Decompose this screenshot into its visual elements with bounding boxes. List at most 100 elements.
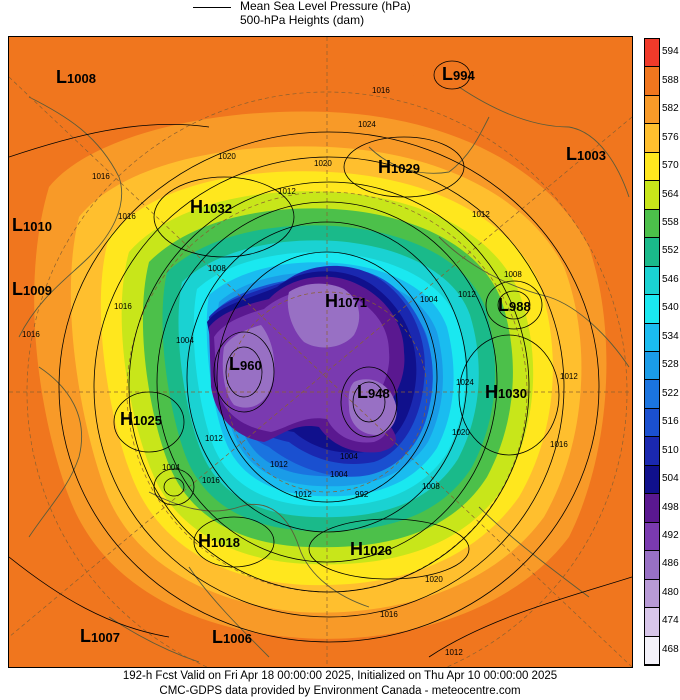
colorbar-level-label: 522 [662, 387, 679, 399]
colorbar-level-label: 594 [662, 46, 679, 58]
pressure-line-swatch [193, 7, 231, 8]
colorbar-level-label: 492 [662, 529, 679, 541]
high-center-label: H1030 [485, 382, 527, 402]
high-center-label: H1032 [190, 197, 232, 217]
isobar-label: 1012 [458, 290, 476, 299]
low-center-label: L988 [498, 295, 531, 315]
colorbar-swatch [645, 295, 659, 324]
colorbar-level-label: 552 [662, 245, 679, 257]
colorbar-level-label: 546 [662, 273, 679, 285]
colorbar-level-label: 474 [662, 615, 679, 627]
colorbar-swatch [645, 209, 659, 239]
colorbar-level-label: 564 [662, 188, 679, 200]
colorbar-level-label: 486 [662, 558, 679, 570]
isobars [9, 60, 632, 658]
low-center-label: L1006 [212, 627, 252, 647]
isobar-label: 1012 [270, 460, 288, 469]
high-center-label: H1071 [325, 291, 367, 311]
colorbar-swatch [645, 39, 659, 68]
isobar-label: 1004 [330, 470, 348, 479]
isobar-label: 1016 [380, 610, 398, 619]
colorbar-swatch [645, 181, 659, 210]
low-center-label: L1007 [80, 626, 120, 646]
high-center-label: H1029 [378, 157, 420, 177]
colorbar-level-label: 510 [662, 444, 679, 456]
isobar-label: 1008 [422, 482, 440, 491]
height-band [9, 37, 632, 147]
isobar-label: 1012 [278, 187, 296, 196]
isobar-label: 1016 [372, 86, 390, 95]
height-486-field-3 [287, 283, 360, 348]
colorbar-level-label: 468 [662, 643, 679, 655]
high-center-label: H1018 [198, 531, 240, 551]
isobar-label: 1016 [118, 212, 136, 221]
forecast-valid-text: 192-h Fcst Valid on Fri Apr 18 00:00:00 … [122, 670, 558, 682]
colorbar-level-label: 504 [662, 473, 679, 485]
colorbar-level-label: 540 [662, 302, 679, 314]
isobar-label: 1012 [445, 648, 463, 657]
colorbar-level-label: 588 [662, 74, 679, 86]
height-486-field-2 [348, 379, 397, 435]
colorbar-swatch [645, 124, 659, 153]
colorbar-level-label: 576 [662, 131, 679, 143]
colorbar-level-label: 558 [662, 216, 679, 228]
colorbar-level-label: 528 [662, 359, 679, 371]
isobar-label: 1004 [176, 336, 194, 345]
pressure-legend-label: Mean Sea Level Pressure (hPa) [240, 0, 411, 13]
colorbar-swatch [645, 408, 659, 438]
colorbar-swatch [645, 323, 659, 352]
colorbar-swatch [645, 465, 659, 495]
isobar-label: 1016 [550, 440, 568, 449]
colorbar-swatch [645, 266, 659, 296]
height-486-field [222, 325, 275, 408]
low-center-label: L960 [229, 354, 262, 374]
isobar-label: 1016 [22, 330, 40, 339]
heights-legend-label: 500-hPa Heights (dam) [240, 13, 365, 27]
low-center-label: L1009 [12, 279, 52, 299]
colorbar-swatch [645, 352, 659, 381]
colorbar-swatch [645, 608, 659, 637]
colorbar-swatch [645, 152, 659, 182]
data-credit-text: CMC-GDPS data provided by Environment Ca… [159, 685, 521, 697]
isobar-label: 1008 [208, 264, 226, 273]
colorbar-swatch [645, 67, 659, 96]
isobar-label: 1012 [294, 490, 312, 499]
isobar-label: 1008 [504, 270, 522, 279]
high-center-label: H1026 [350, 539, 392, 559]
isobar-label: 1024 [456, 378, 474, 387]
isobar-label: 1020 [425, 575, 443, 584]
colorbar-level-label: 582 [662, 103, 679, 115]
isobar-label: 992 [355, 490, 369, 499]
colorbar-swatch [645, 636, 659, 665]
colorbar-swatch [645, 95, 659, 125]
map-legend: Mean Sea Level Pressure (hPa) 500-hPa He… [193, 0, 493, 30]
colorbar-swatch [645, 380, 659, 409]
isobar-label: 1020 [218, 152, 236, 161]
isobar-label: 1016 [202, 476, 220, 485]
colorbar-swatch [645, 522, 659, 552]
map-canvas [9, 37, 632, 667]
colorbar-level-label: 516 [662, 416, 679, 428]
colorbar-swatch [645, 579, 659, 609]
weather-map [8, 36, 633, 668]
colorbar-level-label: 534 [662, 330, 679, 342]
isobar-label: 1004 [162, 463, 180, 472]
isobar-label: 1016 [92, 172, 110, 181]
colorbar-level-label: 570 [662, 160, 679, 172]
isobar-label: 1024 [358, 120, 376, 129]
colorbar-swatch [645, 494, 659, 523]
colorbar-level-label: 480 [662, 586, 679, 598]
isobar-label: 1012 [472, 210, 490, 219]
isobar-label: 1016 [114, 302, 132, 311]
isobar-label: 1020 [452, 428, 470, 437]
colorbar-swatch [645, 551, 659, 580]
colorbar-level-label: 498 [662, 501, 679, 513]
coastlines [18, 86, 630, 663]
isobar-label: 1012 [205, 434, 223, 443]
low-center-label: L948 [357, 382, 390, 402]
isobar-label: 1012 [560, 372, 578, 381]
colorbar-swatch [645, 238, 659, 267]
low-center-label: L1008 [56, 67, 96, 87]
isobar-label: 1004 [420, 295, 438, 304]
colorbar-swatch [645, 437, 659, 466]
